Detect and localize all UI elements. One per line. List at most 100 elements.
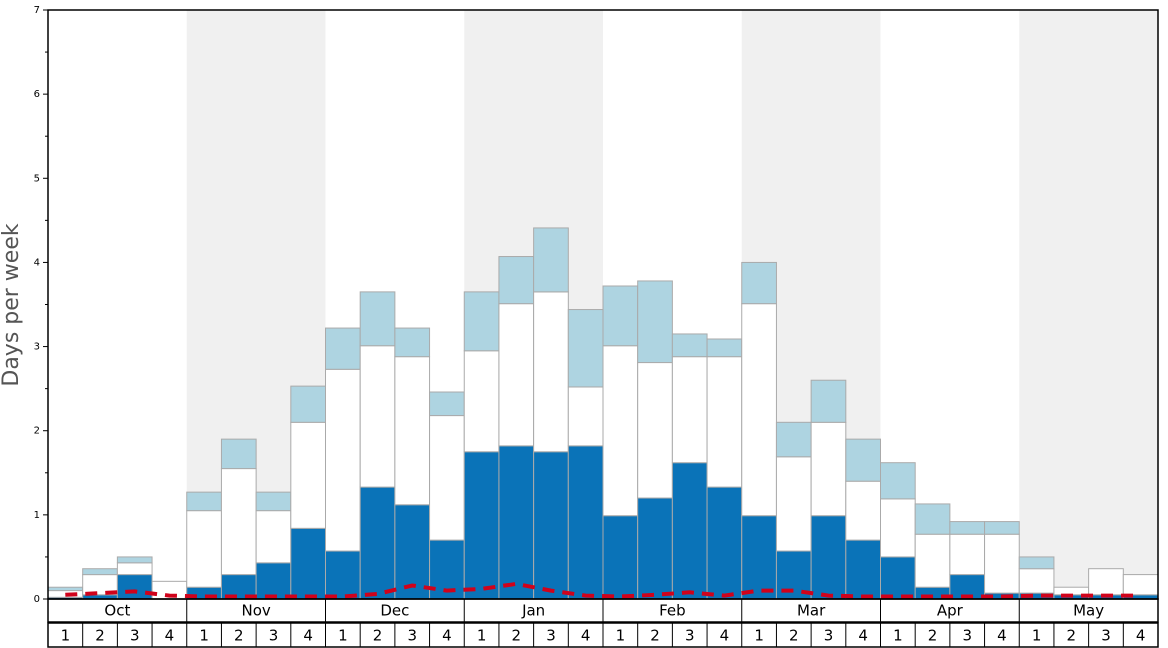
bar-segment: [463, 291, 500, 352]
x-tick-label: 2: [789, 627, 799, 645]
month-label: Feb: [659, 602, 686, 620]
x-tick-label: 1: [616, 627, 626, 645]
x-tick-label: 4: [303, 627, 313, 645]
bar-segment: [567, 445, 604, 600]
bar-segment: [602, 345, 639, 517]
x-tick-label: 1: [893, 627, 903, 645]
bar-segment: [1018, 556, 1055, 570]
y-axis-label: Days per week: [0, 223, 24, 386]
bar-segment: [429, 415, 465, 541]
x-tick-label: 4: [1136, 627, 1146, 645]
bar-segment: [498, 256, 535, 305]
bar-segment: [567, 309, 604, 388]
month-shade: [1019, 10, 1158, 599]
bar-segment: [290, 527, 326, 600]
bar-segment: [290, 421, 326, 529]
x-tick-label: 1: [754, 627, 764, 645]
bar-segment: [602, 285, 639, 347]
x-tick-label: 3: [962, 627, 972, 645]
y-tick-label: 7: [34, 5, 40, 16]
bar-segment: [290, 385, 326, 423]
bar-segment: [325, 550, 361, 600]
bar-segment: [671, 333, 708, 358]
y-tick-label: 0: [34, 594, 40, 605]
bar-segment: [671, 462, 708, 600]
bar-segment: [394, 356, 431, 506]
y-tick-label: 3: [34, 342, 40, 353]
bar-segment: [533, 291, 569, 453]
bar-segment: [741, 261, 777, 305]
bar-segment: [775, 456, 812, 552]
y-tick-label: 1: [34, 510, 40, 521]
bar-segment: [47, 586, 84, 592]
x-tick-label: 2: [928, 627, 938, 645]
bar-segment: [186, 491, 222, 512]
x-tick-label: 3: [130, 627, 140, 645]
x-tick-label: 1: [61, 627, 71, 645]
bar-segment: [255, 491, 292, 512]
bar-segment: [775, 421, 812, 458]
bar-segment: [116, 574, 153, 600]
bar-segment: [880, 498, 916, 558]
bar-segment: [637, 280, 673, 364]
bar-segment: [810, 379, 847, 423]
month-label: Nov: [241, 602, 270, 620]
bar-segment: [880, 556, 916, 600]
bar-segment: [602, 515, 639, 600]
y-tick-label: 4: [34, 257, 40, 268]
bar-segment: [949, 533, 986, 576]
x-tick-label: 4: [442, 627, 452, 645]
bar-segment: [394, 327, 431, 358]
x-tick-label: 2: [650, 627, 660, 645]
x-tick-label: 3: [269, 627, 279, 645]
bar-segment: [706, 356, 743, 488]
x-tick-label: 4: [858, 627, 868, 645]
bar-segment: [984, 521, 1020, 535]
x-tick-label: 4: [997, 627, 1007, 645]
bar-segment: [533, 451, 569, 600]
bar-segment: [325, 368, 361, 552]
x-tick-label: 2: [373, 627, 383, 645]
x-tick-label: 3: [685, 627, 695, 645]
bar-segment: [359, 345, 396, 488]
bar-segment: [845, 539, 881, 600]
x-tick-label: 1: [199, 627, 209, 645]
bar-segment: [220, 438, 257, 470]
bar-segment: [567, 386, 604, 447]
bar-segment: [845, 480, 881, 541]
bar-segment: [359, 486, 396, 600]
bar-segment: [914, 533, 951, 588]
x-tick-label: 3: [546, 627, 556, 645]
bar-segment: [845, 438, 881, 482]
month-label: Jan: [521, 602, 545, 620]
month-label: Mar: [797, 602, 826, 620]
bar-segment: [1122, 574, 1159, 596]
bar-segment: [671, 356, 708, 464]
month-label: Oct: [104, 602, 130, 620]
x-tick-label: 3: [407, 627, 417, 645]
bar-segment: [325, 327, 361, 370]
bar-segment: [429, 391, 465, 417]
x-tick-label: 2: [234, 627, 244, 645]
bar-segment: [810, 421, 847, 517]
bar-segment: [637, 362, 673, 499]
x-tick-label: 2: [512, 627, 522, 645]
month-label: May: [1073, 602, 1104, 620]
x-tick-label: 4: [720, 627, 730, 645]
bar-segment: [637, 497, 673, 600]
x-tick-label: 1: [338, 627, 348, 645]
x-tick-label: 2: [95, 627, 105, 645]
bar-segment: [984, 533, 1020, 594]
bar-segment: [706, 338, 743, 358]
x-tick-label: 2: [1067, 627, 1077, 645]
y-tick-label: 5: [34, 173, 40, 184]
bar-segment: [880, 462, 916, 500]
bar-segment: [116, 562, 153, 576]
y-tick-label: 6: [34, 89, 40, 100]
bar-segment: [741, 515, 777, 600]
bar-segment: [220, 468, 257, 576]
bar-segment: [82, 568, 118, 576]
x-tick-label: 1: [477, 627, 487, 645]
bar-segment: [116, 556, 153, 564]
